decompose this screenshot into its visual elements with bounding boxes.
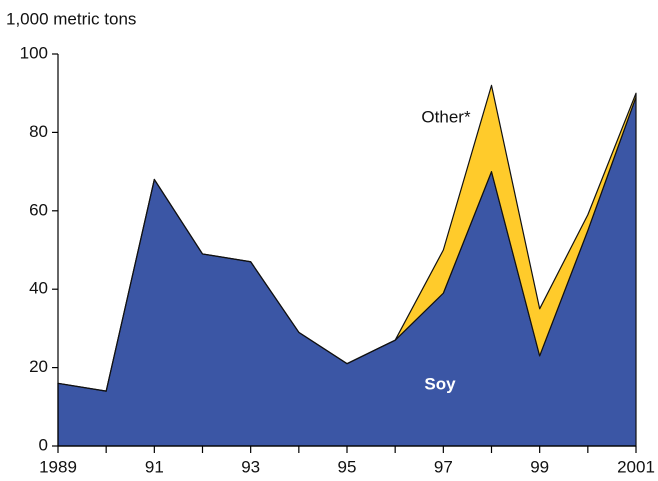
- x-tick-label: 97: [434, 457, 453, 476]
- x-tick-label: 2001: [617, 457, 655, 476]
- y-tick-label: 100: [20, 43, 48, 62]
- y-tick-label: 0: [39, 435, 48, 454]
- x-tick-label: 99: [530, 457, 549, 476]
- x-tick-label: 1989: [39, 457, 77, 476]
- x-tick-label: 95: [338, 457, 357, 476]
- y-tick-label: 80: [29, 122, 48, 141]
- series-label: Other*: [421, 107, 471, 126]
- y-axis-label: 1,000 metric tons: [6, 9, 136, 28]
- x-tick-label: 93: [241, 457, 260, 476]
- y-tick-label: 40: [29, 279, 48, 298]
- area: [57, 84, 637, 392]
- y-tick-label: 60: [29, 200, 48, 219]
- series-label: Soy: [424, 374, 456, 393]
- x-tick-label: 91: [145, 457, 164, 476]
- area: [57, 96, 637, 447]
- y-tick-label: 20: [29, 357, 48, 376]
